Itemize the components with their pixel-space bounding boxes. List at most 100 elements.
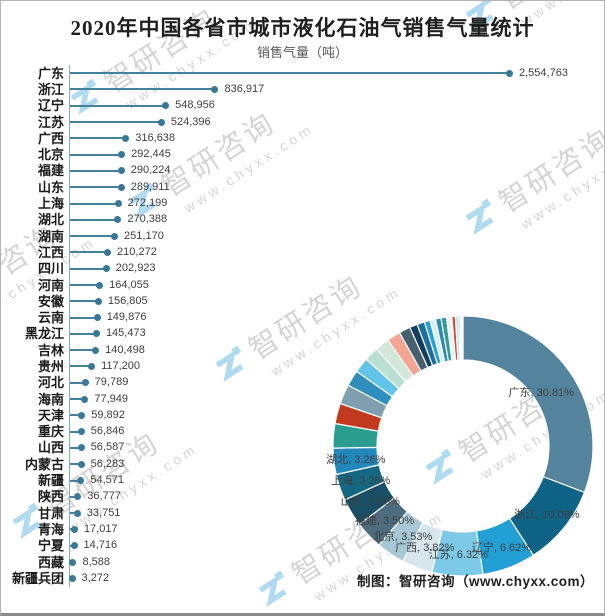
category-label: 新疆	[37, 473, 64, 489]
category-label: 安徽	[37, 293, 64, 309]
lollipop-plot-area: 251,170	[69, 227, 600, 245]
stem-line	[70, 381, 84, 384]
stem-line	[70, 137, 125, 140]
donut-label: 辽宁, 6.62%	[471, 541, 532, 554]
value-label: 524,396	[170, 115, 211, 128]
category-label: 上海	[37, 196, 64, 212]
value-label: 202,923	[115, 262, 156, 275]
category-label: 内蒙古	[24, 456, 64, 472]
donut-label: 广东, 30.81%	[508, 387, 574, 400]
data-point-dot	[96, 281, 104, 289]
data-point-dot	[92, 346, 100, 354]
value-label: 251,170	[124, 229, 164, 242]
category-label: 江西	[37, 244, 64, 260]
stem-line	[70, 446, 80, 449]
lollipop-plot-area: 17,017	[69, 521, 600, 538]
donut-label: 山东, 3.50%	[340, 496, 400, 509]
data-point-dot	[69, 558, 77, 566]
stem-line	[70, 349, 95, 352]
value-label: 145,473	[105, 327, 146, 340]
data-point-dot	[117, 183, 125, 191]
value-label: 56,846	[90, 425, 125, 438]
category-label: 湖南	[37, 228, 64, 244]
lollipop-row: 海南 77,949	[7, 390, 600, 408]
category-label: 河北	[37, 375, 64, 391]
lollipop-plot-area: 36,777	[69, 488, 600, 506]
lollipop-row: 山东 289,911	[7, 179, 600, 196]
data-point-dot	[78, 411, 86, 419]
lollipop-row: 辽宁 548,956	[7, 97, 600, 114]
category-label: 山东	[37, 179, 64, 195]
category-label: 重庆	[37, 424, 64, 440]
value-label: 2,554,763	[519, 66, 568, 79]
lollipop-plot-area: 316,638	[69, 130, 600, 147]
chart-title: 2020年中国各省市城市液化石油气销售气量统计	[70, 16, 535, 40]
lollipop-plot-area: 56,587	[69, 439, 600, 457]
category-label: 黑龙江	[24, 326, 64, 342]
stem-line	[70, 186, 120, 189]
lollipop-row: 四川 202,923	[7, 260, 600, 277]
data-point-dot	[81, 379, 89, 387]
lollipop-row: 贵州 117,200	[7, 358, 600, 375]
lollipop-plot-area: 79,789	[69, 374, 600, 391]
data-point-dot	[93, 314, 101, 322]
category-label: 北京	[37, 147, 64, 163]
lollipop-plot-area: 290,224	[69, 162, 600, 180]
category-label: 江苏	[37, 114, 64, 130]
category-label: 四川	[37, 261, 64, 277]
lollipop-row: 浙江 836,917	[7, 81, 600, 98]
value-label: 270,388	[127, 213, 168, 226]
donut-label: 广西, 3.82%	[395, 541, 455, 554]
stem-line	[70, 398, 84, 401]
data-point-dot	[92, 330, 100, 338]
lollipop-row: 天津 59,892	[7, 407, 600, 424]
stem-line	[70, 153, 121, 156]
lollipop-plot-area: 164,055	[69, 276, 600, 294]
lollipop-chart: 广东 2,554,763 浙江 836,917 辽宁 548,956 江苏 524,396 广西…	[7, 65, 600, 587]
data-point-dot	[77, 428, 85, 436]
value-label: 290,224	[130, 164, 171, 177]
value-label: 56,283	[90, 457, 125, 470]
category-label: 青海	[37, 521, 64, 537]
category-label: 福建	[37, 163, 64, 179]
lollipop-row: 青海 17,017	[7, 521, 600, 538]
data-point-dot	[81, 395, 89, 403]
lollipop-plot-area: 156,805	[69, 293, 600, 310]
lollipop-plot-area: 289,911	[69, 179, 600, 196]
lollipop-row: 吉林 140,498	[7, 342, 600, 359]
stem-line	[70, 479, 80, 482]
category-label: 天津	[37, 407, 64, 423]
lollipop-plot-area: 2,554,763	[69, 65, 600, 82]
donut-label: 浙江, 10.09%	[514, 509, 580, 522]
lollipop-plot-area: 8,588	[69, 553, 600, 571]
stem-line	[70, 332, 95, 335]
value-label: 17,017	[83, 522, 118, 535]
data-point-dot	[70, 542, 78, 550]
lollipop-row: 内蒙古 56,283	[7, 456, 600, 473]
value-label: 292,445	[131, 148, 171, 161]
stem-line	[70, 316, 96, 319]
category-label: 辽宁	[37, 98, 64, 114]
donut-label: 北京, 3.53%	[373, 530, 433, 543]
lollipop-row: 陕西 36,777	[7, 488, 600, 506]
lollipop-plot-area: 210,272	[69, 244, 600, 261]
category-label: 贵州	[37, 358, 64, 374]
lollipop-row: 江苏 524,396	[7, 113, 600, 131]
value-label: 54,571	[90, 474, 124, 487]
stem-line	[70, 267, 105, 270]
lollipop-row: 新疆 54,571	[7, 472, 600, 489]
data-point-dot	[157, 118, 165, 126]
data-point-dot	[118, 151, 126, 159]
stem-line	[70, 169, 120, 172]
lollipop-row: 西藏 8,588	[7, 553, 600, 571]
lollipop-row: 广东 2,554,763	[7, 65, 600, 82]
lollipop-plot-area: 77,949	[69, 390, 600, 408]
category-label: 新疆兵团	[11, 570, 64, 586]
category-label: 广东	[37, 65, 64, 81]
lollipop-row: 安徽 156,805	[7, 293, 600, 310]
value-label: 210,272	[117, 245, 157, 258]
value-label: 33,751	[86, 506, 121, 519]
lollipop-plot-area: 140,498	[69, 342, 600, 359]
value-label: 548,956	[175, 99, 215, 112]
